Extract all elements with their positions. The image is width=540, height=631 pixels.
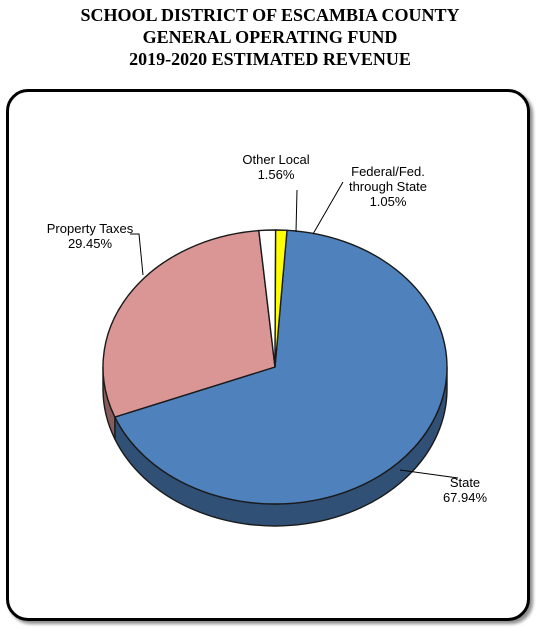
- pie-slice-3: [274, 229, 288, 368]
- title-line-1: SCHOOL DISTRICT OF ESCAMBIA COUNTY: [80, 5, 460, 25]
- slice-label-2: Other Local 1.56%: [242, 152, 309, 182]
- pie-slice-1: [102, 229, 276, 418]
- slice-label-1: Property Taxes 29.45%: [47, 221, 134, 251]
- leader-line-3: [312, 181, 344, 235]
- slice-label-3: Federal/Fed. through State 1.05%: [349, 164, 427, 209]
- title-line-3: 2019-2020 ESTIMATED REVENUE: [129, 49, 411, 69]
- leader-line-1: [130, 233, 144, 276]
- leader-line-0: [399, 469, 459, 479]
- leader-line-2: [295, 189, 298, 233]
- title-line-2: GENERAL OPERATING FUND: [142, 27, 398, 47]
- chart-title: SCHOOL DISTRICT OF ESCAMBIA COUNTY GENER…: [0, 4, 540, 70]
- pie-slice-0: [113, 229, 448, 505]
- slice-label-0: State 67.94%: [443, 475, 488, 505]
